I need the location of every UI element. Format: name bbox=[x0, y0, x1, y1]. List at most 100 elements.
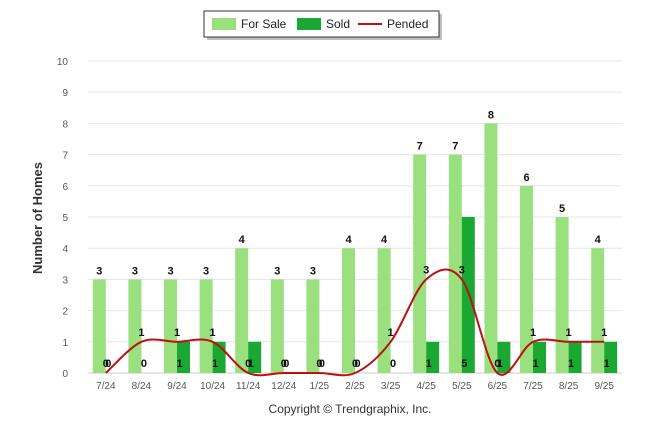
x-tick-label: 8/24 bbox=[132, 381, 152, 392]
x-tick-label: 9/25 bbox=[594, 381, 614, 392]
label-pended: 1 bbox=[174, 327, 180, 339]
x-tick-label: 4/25 bbox=[416, 381, 436, 392]
legend-label: Sold bbox=[326, 17, 350, 31]
label-for-sale: 4 bbox=[381, 234, 388, 246]
copyright-text: Copyright © Trendgraphix, Inc. bbox=[269, 402, 432, 416]
x-tick-label: 9/24 bbox=[167, 381, 187, 392]
legend: For Sale Sold Pended bbox=[203, 10, 442, 40]
y-axis-label: Number of Homes bbox=[30, 162, 45, 274]
y-tick-label: 8 bbox=[62, 119, 68, 130]
label-sold: 1 bbox=[248, 358, 254, 370]
label-sold: 1 bbox=[568, 358, 574, 370]
label-pended: 0 bbox=[281, 358, 287, 370]
label-for-sale: 3 bbox=[167, 265, 173, 277]
legend-label: Pended bbox=[387, 17, 428, 31]
label-sold: 1 bbox=[212, 358, 218, 370]
x-tick-label: 5/25 bbox=[452, 381, 472, 392]
label-pended: 0 bbox=[316, 358, 322, 370]
legend-box bbox=[203, 10, 440, 38]
bar-for-sale bbox=[555, 217, 569, 373]
label-sold: 1 bbox=[604, 358, 610, 370]
label-pended: 0 bbox=[245, 358, 251, 370]
y-tick-label: 0 bbox=[62, 369, 68, 380]
y-tick-label: 1 bbox=[62, 338, 68, 349]
label-pended: 1 bbox=[601, 327, 607, 339]
x-tick-label: 3/25 bbox=[381, 381, 401, 392]
bar-for-sale bbox=[128, 279, 142, 373]
label-sold: 1 bbox=[497, 358, 503, 370]
bar-for-sale bbox=[270, 279, 284, 373]
bar-for-sale bbox=[342, 248, 355, 373]
x-tick-label: 2/25 bbox=[345, 381, 365, 392]
label-sold: 5 bbox=[461, 358, 467, 370]
label-pended: 3 bbox=[423, 264, 429, 276]
label-pended: 0 bbox=[494, 358, 500, 370]
label-pended: 1 bbox=[530, 327, 536, 339]
label-for-sale: 4 bbox=[345, 234, 352, 246]
pended-line bbox=[105, 268, 605, 377]
label-for-sale: 4 bbox=[239, 234, 246, 246]
bar-sold bbox=[604, 341, 618, 373]
label-for-sale: 3 bbox=[310, 265, 316, 277]
label-for-sale: 5 bbox=[559, 203, 565, 215]
bar-for-sale bbox=[448, 154, 462, 373]
y-tick-label: 5 bbox=[62, 213, 68, 224]
y-tick-label: 2 bbox=[62, 307, 68, 318]
label-pended: 1 bbox=[388, 327, 394, 339]
label-sold: 0 bbox=[105, 358, 111, 370]
x-tick-label: 11/24 bbox=[236, 381, 261, 392]
label-for-sale: 8 bbox=[488, 109, 494, 121]
label-pended: 1 bbox=[210, 327, 216, 339]
y-tick-label: 9 bbox=[62, 88, 68, 99]
label-sold: 0 bbox=[141, 358, 147, 370]
bar-sold bbox=[248, 341, 262, 373]
bar-sold bbox=[533, 341, 546, 373]
legend-label: For Sale bbox=[241, 17, 287, 31]
label-sold: 0 bbox=[283, 358, 289, 370]
label-pended: 3 bbox=[459, 264, 465, 276]
bar-for-sale bbox=[413, 154, 427, 373]
bar-sold bbox=[426, 341, 440, 373]
label-for-sale: 7 bbox=[417, 141, 423, 153]
y-tick-label: 3 bbox=[62, 275, 68, 286]
x-tick-label: 1/25 bbox=[310, 381, 330, 392]
y-tick-label: 4 bbox=[62, 244, 68, 255]
label-sold: 1 bbox=[532, 358, 538, 370]
x-axis: 7/24 8/24 9/24 10/24 11/24 12/24 1/25 2/25 3/25 4… bbox=[96, 381, 614, 392]
bar-for-sale bbox=[306, 279, 320, 373]
y-tick-label: 7 bbox=[62, 151, 68, 162]
label-pended: 1 bbox=[138, 327, 144, 339]
bar-for-sale bbox=[199, 279, 213, 373]
label-for-sale: 3 bbox=[274, 265, 280, 277]
label-for-sale: 3 bbox=[96, 265, 102, 277]
bar-sold bbox=[177, 341, 190, 373]
label-pended: 0 bbox=[103, 358, 109, 370]
bar-for-sale bbox=[164, 279, 177, 373]
bars bbox=[92, 123, 618, 374]
label-pended: 0 bbox=[352, 358, 358, 370]
label-for-sale: 4 bbox=[595, 234, 602, 246]
legend-swatch bbox=[297, 18, 321, 30]
x-tick-label: 7/25 bbox=[523, 381, 543, 392]
pended-series-line bbox=[105, 268, 605, 377]
x-tick-label: 12/24 bbox=[271, 381, 296, 392]
label-for-sale: 3 bbox=[132, 265, 138, 277]
bar-sold bbox=[497, 341, 511, 373]
bar-for-sale bbox=[92, 279, 106, 373]
bar-for-sale bbox=[591, 248, 605, 373]
x-tick-label: 6/25 bbox=[488, 381, 508, 392]
bar-for-sale bbox=[520, 185, 533, 373]
y-tick-label: 10 bbox=[57, 57, 69, 68]
label-for-sale: 6 bbox=[523, 172, 529, 184]
label-for-sale: 7 bbox=[452, 141, 458, 153]
y-axis: 0 1 2 3 4 5 6 7 8 9 10 bbox=[57, 57, 69, 380]
label-sold: 0 bbox=[390, 358, 396, 370]
legend-swatch bbox=[212, 18, 236, 30]
bar-for-sale bbox=[235, 248, 249, 373]
bar-for-sale bbox=[377, 248, 391, 373]
label-sold: 1 bbox=[176, 358, 182, 370]
x-tick-label: 8/25 bbox=[559, 381, 579, 392]
y-tick-label: 6 bbox=[62, 182, 68, 193]
